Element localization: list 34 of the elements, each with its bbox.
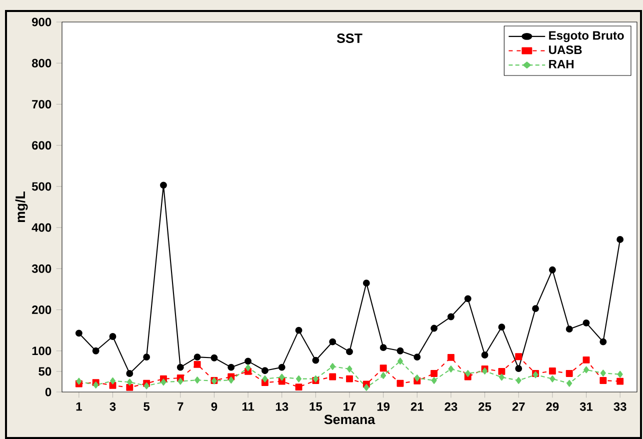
x-tick-label: 11: [242, 402, 254, 411]
x-tick-label: 19: [377, 402, 390, 411]
x-tick-label: 23: [444, 402, 458, 411]
x-tick-label: 27: [512, 402, 525, 411]
x-tick-label: 17: [344, 402, 356, 411]
y-tick-label: 300: [32, 264, 52, 273]
legend-label: UASB: [549, 46, 582, 54]
y-tick-label: 800: [32, 58, 52, 68]
y-tick-label: 100: [32, 346, 52, 356]
y-tick-label: 700: [32, 100, 52, 108]
x-tick-label: 33: [614, 402, 626, 411]
y-axis-title: mg/L: [15, 191, 28, 222]
x-axis-title: Semana: [324, 414, 376, 424]
y-tick-label: 0: [45, 388, 52, 396]
x-tick-label: 5: [144, 402, 150, 411]
y-tick-label: 500: [32, 182, 52, 191]
x-tick-label: 15: [310, 402, 322, 411]
y-tick-label: 200: [32, 306, 52, 314]
x-tick-label: 29: [546, 402, 559, 411]
x-tick-label: 9: [211, 402, 218, 411]
x-tick-label: 25: [478, 402, 492, 411]
y-tick-label: 600: [32, 141, 52, 150]
y-tick-label: 50: [38, 367, 52, 376]
y-tick-label: 900: [32, 18, 52, 26]
x-tick-label: 13: [276, 402, 288, 411]
x-tick-label: 31: [580, 402, 593, 411]
text: SST: [336, 34, 362, 43]
x-tick-label: 1: [76, 402, 82, 411]
x-tick-label: 21: [410, 402, 424, 411]
x-tick-label: 3: [110, 402, 116, 411]
legend-label: RAH: [549, 60, 574, 68]
y-tick-label: 400: [32, 223, 52, 232]
x-tick-label: 7: [178, 402, 184, 411]
legend-label: Esgoto Bruto: [549, 31, 624, 42]
